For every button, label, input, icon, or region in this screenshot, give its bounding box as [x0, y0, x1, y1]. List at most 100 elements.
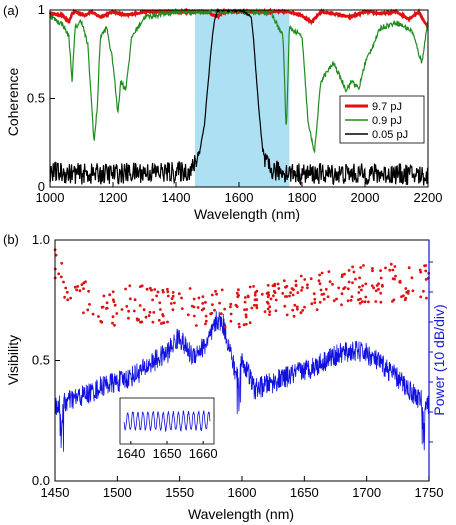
visibility-point [192, 297, 196, 301]
visibility-point [69, 296, 72, 300]
visibility-point [273, 291, 277, 294]
visibility-point [59, 275, 63, 279]
visibility-point [196, 306, 200, 309]
visibility-point [161, 314, 165, 318]
visibility-point [156, 290, 160, 294]
visibility-point [350, 295, 354, 298]
visibility-point [111, 290, 115, 294]
visibility-point [120, 308, 124, 311]
visibility-point [394, 274, 397, 278]
visibility-point [235, 291, 239, 295]
visibility-point [177, 292, 181, 296]
visibility-point [266, 295, 270, 299]
visibility-point [281, 292, 285, 295]
y-tick-label: 0.5 [27, 91, 45, 106]
visibility-point [166, 320, 169, 324]
visibility-point [126, 316, 130, 320]
visibility-point [357, 298, 360, 302]
inset-x-tick-label: 1660 [189, 446, 218, 461]
visibility-point [354, 277, 357, 281]
power-trace [54, 311, 430, 452]
visibility-point [60, 261, 64, 265]
visibility-point [148, 310, 152, 314]
visibility-point [381, 284, 384, 288]
visibility-point [111, 298, 115, 302]
visibility-point [285, 295, 289, 298]
visibility-point [379, 269, 382, 272]
visibility-point [91, 312, 95, 316]
panel-b-ylabel: Visibility [5, 335, 21, 385]
visibility-point [76, 285, 80, 288]
visibility-point [276, 282, 280, 286]
visibility-point [171, 291, 175, 294]
visibility-point [88, 303, 91, 306]
visibility-point [404, 287, 408, 290]
visibility-point [291, 308, 295, 312]
visibility-point [274, 309, 278, 313]
visibility-point [80, 283, 84, 286]
x-tick-label: 2000 [351, 190, 380, 205]
visibility-point [204, 322, 207, 326]
visibility-point [201, 295, 205, 298]
visibility-point [346, 299, 350, 303]
visibility-point [265, 300, 269, 304]
visibility-point [359, 266, 363, 269]
x-tick-label: 1200 [99, 190, 128, 205]
visibility-point [335, 297, 338, 301]
visibility-point [317, 279, 321, 283]
visibility-point [82, 287, 85, 290]
panel-a: (a) 1000 1200 1400 1600 1800 2000 2200 0 0.5 1 Co… [3, 2, 442, 222]
visibility-point [327, 270, 331, 273]
visibility-point [389, 262, 393, 266]
visibility-point [347, 269, 351, 272]
visibility-point [398, 279, 402, 283]
visibility-point [352, 270, 356, 274]
visibility-point [186, 313, 190, 317]
visibility-point [364, 282, 368, 286]
visibility-point [340, 273, 344, 277]
visibility-point [306, 283, 309, 287]
visibility-point [392, 298, 396, 302]
visibility-point [190, 304, 194, 308]
visibility-point [204, 319, 208, 323]
visibility-point [111, 321, 114, 325]
visibility-point [242, 323, 246, 327]
visibility-point [108, 293, 112, 297]
visibility-point [407, 289, 410, 293]
series-line-9-7-pj [48, 7, 429, 29]
visibility-point [310, 302, 314, 306]
visibility-point [197, 296, 201, 300]
visibility-point [125, 305, 129, 308]
visibility-point [346, 287, 350, 291]
visibility-point [62, 280, 65, 284]
x-tick-label: 1600 [228, 485, 257, 500]
visibility-point [204, 314, 208, 318]
visibility-point [377, 282, 380, 286]
visibility-point [195, 324, 198, 327]
visibility-point [423, 264, 426, 268]
visibility-point [202, 307, 206, 310]
visibility-point [213, 308, 216, 312]
x-tick-label: 1550 [165, 485, 194, 500]
visibility-point [300, 289, 303, 292]
visibility-point [351, 281, 354, 285]
visibility-point [128, 297, 132, 301]
visibility-point [229, 305, 232, 309]
panel-b-y2label: Power (10 dB/div) [431, 304, 447, 415]
visibility-point [214, 289, 217, 293]
visibility-point [402, 294, 405, 298]
visibility-point [151, 298, 155, 302]
visibility-point [284, 285, 287, 289]
visibility-point [418, 268, 422, 272]
x-tick-label: 1700 [352, 485, 381, 500]
visibility-point [288, 294, 291, 298]
visibility-point [322, 297, 326, 301]
visibility-point [204, 301, 207, 304]
visibility-point [268, 310, 272, 313]
visibility-point [301, 286, 304, 289]
visibility-point [374, 300, 378, 303]
visibility-point [133, 298, 137, 302]
inset-x-tick-label: 1640 [116, 446, 145, 461]
inset-x-tick-label: 1650 [153, 446, 182, 461]
